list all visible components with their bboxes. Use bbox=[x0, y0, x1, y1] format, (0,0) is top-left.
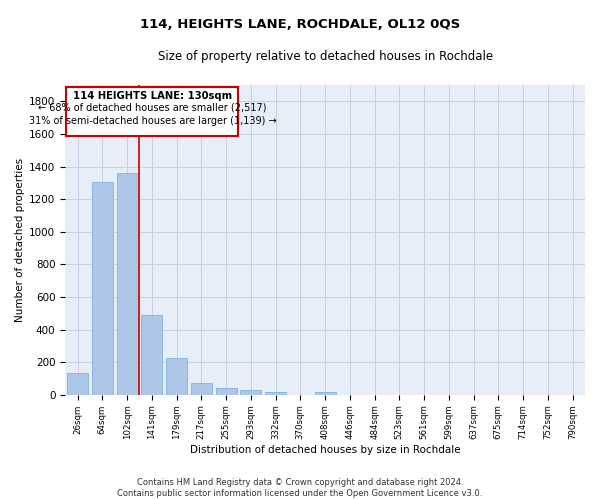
Y-axis label: Number of detached properties: Number of detached properties bbox=[15, 158, 25, 322]
Bar bbox=[67, 373, 88, 395]
Bar bbox=[191, 382, 212, 395]
Bar bbox=[314, 392, 335, 395]
Bar bbox=[265, 392, 286, 395]
Bar bbox=[215, 388, 236, 395]
Bar bbox=[240, 390, 262, 395]
Text: ← 68% of detached houses are smaller (2,517): ← 68% of detached houses are smaller (2,… bbox=[38, 103, 266, 113]
X-axis label: Distribution of detached houses by size in Rochdale: Distribution of detached houses by size … bbox=[190, 445, 460, 455]
Text: Contains HM Land Registry data © Crown copyright and database right 2024.
Contai: Contains HM Land Registry data © Crown c… bbox=[118, 478, 482, 498]
Bar bbox=[116, 173, 137, 395]
FancyBboxPatch shape bbox=[67, 86, 238, 136]
Text: 114 HEIGHTS LANE: 130sqm: 114 HEIGHTS LANE: 130sqm bbox=[73, 90, 232, 101]
Bar bbox=[92, 182, 113, 395]
Text: 31% of semi-detached houses are larger (1,139) →: 31% of semi-detached houses are larger (… bbox=[29, 116, 276, 126]
Text: 114, HEIGHTS LANE, ROCHDALE, OL12 0QS: 114, HEIGHTS LANE, ROCHDALE, OL12 0QS bbox=[140, 18, 460, 30]
Bar bbox=[166, 358, 187, 395]
Title: Size of property relative to detached houses in Rochdale: Size of property relative to detached ho… bbox=[158, 50, 493, 63]
Bar bbox=[141, 315, 163, 395]
